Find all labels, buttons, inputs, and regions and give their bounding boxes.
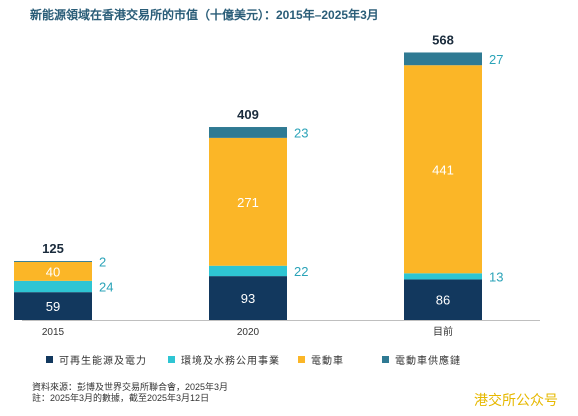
bar-segment: [14, 261, 92, 281]
total-label: 568: [432, 32, 454, 47]
data-label: 22: [294, 264, 308, 279]
data-label: 23: [294, 125, 308, 140]
x-tick-label: 目前: [433, 325, 453, 338]
legend-item-renewable: 可再生能源及電力: [46, 352, 147, 367]
x-tick-label: 2015: [42, 327, 65, 338]
legend-item-ev-supply-chain: 電動車供應鏈: [382, 352, 461, 367]
legend-swatch-environment-water: [168, 356, 175, 363]
bar-segment: [209, 276, 287, 320]
source-note: 資料來源：彭博及世界交易所聯合會，2025年3月 註：2025年3月的數據，截至…: [32, 382, 228, 404]
legend-swatch-renewable: [46, 356, 53, 363]
data-label: 93: [241, 291, 255, 306]
bar-segment: [14, 261, 92, 262]
bar-segment: [209, 137, 287, 266]
legend-label-ev: 電動車: [311, 356, 344, 367]
legend-swatch-ev-supply-chain: [382, 356, 389, 363]
source-line: 資料來源：彭博及世界交易所聯合會，2025年3月: [32, 382, 229, 392]
watermark: 港交所公众号: [474, 392, 558, 408]
total-label: 409: [237, 107, 259, 122]
legend-label-ev-supply-chain: 電動車供應鏈: [395, 356, 461, 367]
chart-legend: 可再生能源及電力 環境及水務公用事業 電動車 電動車供應鏈: [46, 352, 566, 368]
chart-title: 新能源領域在香港交易所的市值（十億美元）：2015年–2025年3月: [30, 8, 379, 22]
bar-segment: [404, 279, 482, 320]
bar-segment: [209, 265, 287, 277]
data-label: 271: [237, 195, 259, 210]
data-label: 27: [489, 52, 503, 67]
note-line: 註：2025年3月的數據，截至2025年3月12日: [32, 393, 210, 403]
bar-segment: [14, 292, 92, 320]
data-label: 13: [489, 269, 503, 284]
data-label: 2: [99, 254, 106, 269]
bar-segment: [209, 127, 287, 138]
bar-segment: [404, 65, 482, 274]
bar-segment: [14, 280, 92, 293]
data-label: 24: [99, 280, 113, 295]
data-label: 59: [46, 299, 60, 314]
data-label: 441: [432, 162, 454, 177]
x-tick-label: 2020: [237, 327, 260, 338]
legend-swatch-ev: [298, 356, 305, 363]
total-label: 125: [42, 241, 64, 256]
bar-segment: [404, 273, 482, 280]
legend-item-ev: 電動車: [298, 352, 344, 367]
legend-label-renewable: 可再生能源及電力: [59, 356, 147, 367]
bar-segment: [404, 52, 482, 66]
legend-item-environment-water: 環境及水務公用事業: [168, 352, 280, 367]
data-label: 86: [436, 293, 450, 308]
legend-label-environment-water: 環境及水務公用事業: [181, 356, 280, 367]
data-label: 40: [46, 264, 60, 279]
